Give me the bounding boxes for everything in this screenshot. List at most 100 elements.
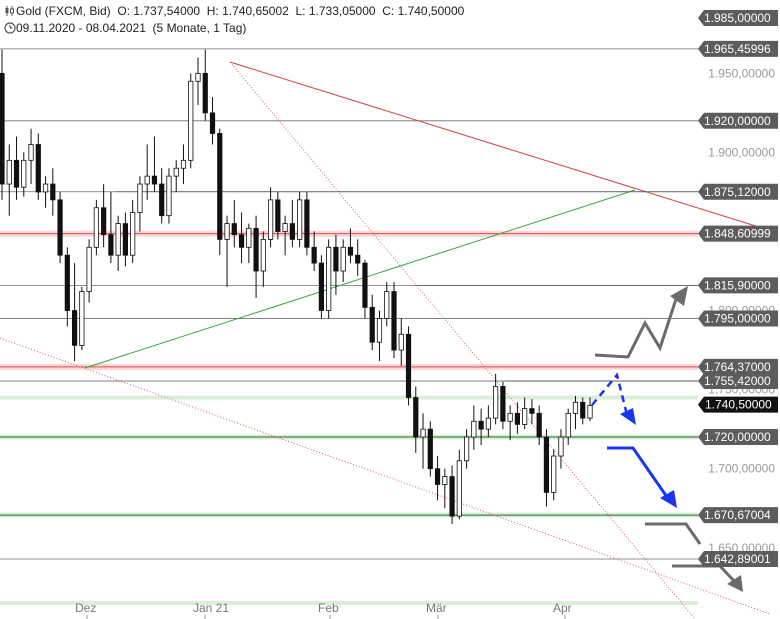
candle-down — [231, 223, 237, 236]
candle-down — [151, 175, 158, 185]
dotted-channel-line — [0, 337, 771, 615]
candle-up — [86, 246, 92, 292]
candle-up — [282, 223, 288, 232]
price-tag — [698, 310, 778, 327]
candle-up — [188, 80, 194, 161]
candle-down — [543, 436, 550, 493]
candle-up — [522, 408, 528, 425]
candle-up — [224, 223, 230, 240]
candle-up — [28, 144, 34, 161]
candle-up — [471, 420, 477, 438]
candle-down — [355, 254, 361, 264]
scenario-dashed-arrowhead — [620, 408, 636, 425]
scenario-up-path — [594, 292, 680, 359]
instrument-name: Gold (FXCM, Bid) — [16, 4, 111, 18]
price-tag — [698, 507, 778, 524]
price-tag-label: 1.920,00000 — [704, 114, 771, 128]
price-tag-label: 1.985,00000 — [704, 11, 771, 25]
candle-down — [202, 72, 208, 114]
price-tag — [698, 10, 778, 26]
candle-up — [384, 291, 390, 319]
uptrend-line — [84, 189, 636, 369]
candle-up — [376, 318, 383, 343]
chart-header-period: 09.11.2020 - 08.04.2021 (5 Monate, 1 Tag… — [4, 21, 246, 35]
candle-down — [362, 262, 368, 308]
x-tick-label: Feb — [318, 601, 339, 615]
candle-down — [434, 468, 441, 485]
ohlc-values: O: 1.737,54000 H: 1.740,65002 L: 1.733,0… — [117, 4, 465, 18]
candle-up — [456, 460, 462, 517]
price-tag-label: 1.642,89001 — [704, 552, 771, 566]
candle-up — [340, 246, 346, 272]
price-tag-label: 1.875,12000 — [704, 185, 771, 199]
candle-down — [514, 412, 521, 425]
candle-down — [275, 199, 281, 232]
candle-up — [115, 223, 121, 256]
current-price-tag — [698, 396, 778, 413]
candle-up — [297, 199, 303, 240]
candle-up — [6, 159, 12, 185]
x-tick-label: Mär — [426, 601, 447, 615]
candle-down — [57, 199, 63, 256]
scenario-grey-down-path — [645, 522, 702, 545]
candle-down — [529, 408, 535, 414]
candle-up — [267, 199, 274, 240]
price-tag — [698, 183, 778, 200]
candle-down — [369, 306, 375, 343]
candle-down — [122, 223, 129, 256]
candle-down — [391, 291, 397, 351]
candle-up — [587, 405, 593, 419]
price-tag-label: 1.848,60999 — [704, 227, 771, 241]
scenario-up-arrowhead — [670, 286, 688, 306]
candle-down — [50, 183, 56, 201]
price-tag-label: 1.795,00000 — [704, 311, 771, 325]
candle-up — [137, 183, 143, 213]
candle-down — [0, 72, 5, 185]
candle-down — [238, 234, 245, 248]
candle-down — [217, 133, 223, 240]
candle-down — [289, 223, 295, 240]
support-zone — [0, 395, 698, 400]
candle-down — [413, 397, 419, 438]
scenario-grey-down-arrowhead — [727, 575, 743, 592]
candle-down — [478, 420, 484, 430]
price-tag-label: 1.764,37000 — [704, 360, 771, 374]
candle-up — [173, 167, 179, 177]
y-tick-label: 1.950,00000 — [708, 66, 775, 80]
candle-down — [347, 246, 354, 256]
y-tick-label: 1.900,00000 — [708, 145, 775, 159]
price-tag — [698, 358, 778, 375]
candle-down — [209, 112, 216, 134]
candle-up — [93, 207, 99, 248]
candle-down — [13, 159, 20, 188]
candle-up — [21, 159, 27, 188]
x-tick-label: Jan 21 — [193, 601, 229, 615]
candle-up — [195, 72, 201, 82]
candle-down — [449, 476, 455, 517]
candlestick-icon — [4, 5, 16, 17]
dotted-trend-line — [229, 61, 696, 619]
candle-down — [159, 183, 165, 217]
price-tag-label: 1.670,67004 — [704, 508, 771, 522]
candle-up — [442, 476, 448, 485]
price-tag — [698, 225, 778, 242]
candle-up — [507, 412, 513, 422]
candle-up — [398, 333, 404, 351]
candle-up — [246, 227, 252, 248]
price-tag — [698, 551, 778, 567]
candle-down — [108, 234, 114, 256]
chart-header-instrument: Gold (FXCM, Bid) O: 1.737,54000 H: 1.740… — [4, 4, 464, 18]
price-tag — [698, 40, 778, 57]
candle-down — [536, 412, 542, 438]
candle-up — [493, 386, 499, 419]
candle-up — [166, 175, 172, 217]
candle-up — [565, 412, 571, 438]
candle-up — [260, 238, 266, 272]
candle-up — [144, 175, 150, 185]
scenario-down-arrowhead — [660, 490, 677, 508]
price-tag-label: 1.815,90000 — [704, 278, 771, 292]
price-tag-label: 1.755,42000 — [704, 374, 771, 388]
downtrend-line — [229, 61, 763, 229]
candle-down — [580, 401, 586, 419]
candle-up — [42, 183, 49, 193]
